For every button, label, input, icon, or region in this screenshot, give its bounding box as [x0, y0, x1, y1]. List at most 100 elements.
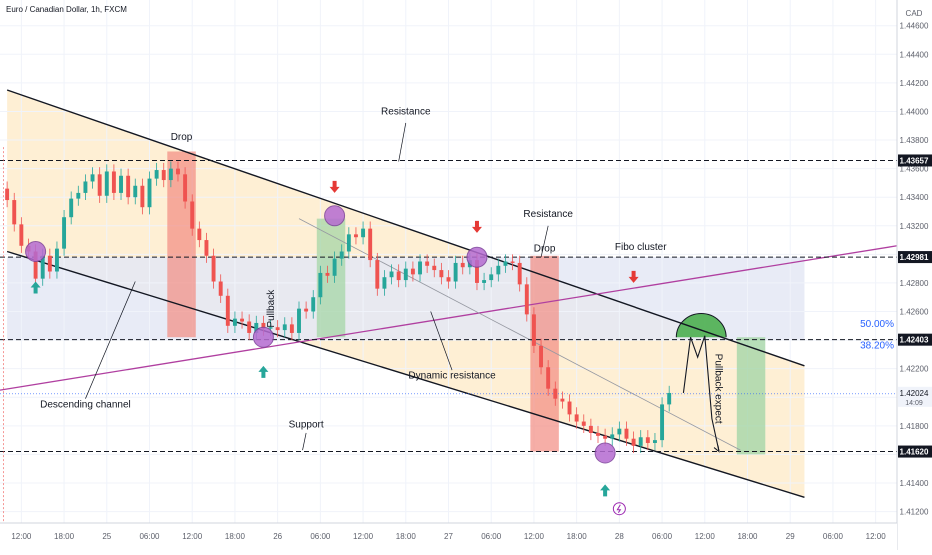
- candle: [581, 421, 586, 426]
- label-leader-line: [540, 225, 549, 258]
- candle: [247, 321, 252, 333]
- currency-label: CAD: [906, 9, 923, 18]
- candle: [304, 308, 309, 312]
- candle: [197, 228, 202, 241]
- time-tick-label: 06:00: [823, 532, 844, 541]
- price-tick-label: 1.44800: [900, 0, 929, 2]
- candle: [140, 185, 145, 208]
- candle: [574, 414, 579, 422]
- level-price-tag: [898, 251, 932, 264]
- candle: [460, 262, 465, 268]
- drop-label-1: Drop: [171, 132, 193, 143]
- candle: [531, 314, 536, 346]
- up-arrow-icon: [600, 484, 611, 497]
- time-tick-label: 06:00: [652, 532, 673, 541]
- up-arrow-icon: [258, 365, 269, 378]
- current-price-label: 1.42024: [900, 389, 929, 398]
- event-bolt-glyph: [616, 504, 622, 513]
- time-tick-label: 27: [444, 532, 453, 541]
- dynamic-resistance-label: Dynamic resistance: [408, 371, 496, 382]
- touch-marker: [324, 205, 346, 227]
- time-tick-label: 18:00: [54, 532, 75, 541]
- candle: [638, 437, 643, 446]
- candle: [62, 217, 67, 249]
- resistance-label-2: Resistance: [523, 209, 573, 220]
- drop-zone-1: [167, 151, 196, 338]
- candle: [83, 181, 88, 193]
- candle: [610, 434, 615, 439]
- candle: [5, 188, 10, 201]
- candle: [617, 428, 622, 435]
- candle: [375, 260, 380, 289]
- pullback-expect-zone: [736, 337, 766, 455]
- level-price-label: 1.43657: [900, 156, 929, 165]
- fibo-cluster-label: Fibo cluster: [615, 242, 667, 253]
- candle: [368, 228, 373, 261]
- pullback-expect-label: Pullback expect: [712, 354, 723, 424]
- price-tick-label: 1.42200: [900, 365, 929, 374]
- candle: [560, 398, 565, 402]
- drop-label-2: Drop: [534, 243, 556, 254]
- candle: [425, 261, 430, 266]
- price-tick-label: 1.42600: [900, 308, 929, 317]
- candle: [489, 274, 494, 281]
- candle: [133, 185, 138, 198]
- down-arrow-icon: [471, 220, 482, 233]
- candle: [339, 251, 344, 259]
- candle: [176, 168, 180, 175]
- candle: [168, 168, 173, 181]
- label-leader-line: [85, 281, 136, 399]
- channel-upper-line: [6, 89, 805, 367]
- drop-zone-2: [530, 255, 559, 452]
- candle: [54, 248, 59, 272]
- price-tick-label: 1.41800: [900, 422, 929, 431]
- candle: [510, 261, 515, 263]
- pullback-label: Pullback: [266, 289, 277, 328]
- fibo-cluster-dome: [676, 313, 727, 338]
- level-price-tag: [898, 154, 932, 167]
- descending-channel-label: Descending channel: [40, 399, 131, 410]
- candle: [667, 392, 672, 405]
- candle: [19, 224, 24, 246]
- candle: [297, 308, 301, 333]
- candle: [90, 174, 95, 182]
- time-tick-label: 12:00: [11, 532, 32, 541]
- touch-marker: [466, 246, 488, 268]
- candle: [524, 284, 529, 315]
- price-tick-label: 1.43400: [900, 193, 929, 202]
- candle: [119, 175, 123, 193]
- time-tick-label: 06:00: [139, 532, 160, 541]
- candle: [546, 367, 551, 389]
- fib-382-label: 38.20%: [860, 341, 894, 352]
- time-tick-label: 28: [615, 532, 624, 541]
- price-tick-label: 1.41400: [900, 479, 929, 488]
- candle: [240, 318, 245, 322]
- candle: [261, 322, 266, 329]
- candle: [482, 280, 487, 283]
- price-tick-label: 1.41200: [900, 508, 929, 517]
- level-price-tag: [898, 333, 932, 346]
- fibo-cluster-outline: [675, 313, 727, 338]
- price-tick-label: 1.43600: [900, 165, 929, 174]
- time-tick-label: 18:00: [396, 532, 417, 541]
- candle: [496, 265, 501, 275]
- candle: [396, 271, 401, 281]
- event-bolt-icon: [612, 502, 626, 516]
- time-tick-label: 18:00: [737, 532, 758, 541]
- up-arrow-icon: [30, 281, 41, 294]
- candle: [147, 178, 152, 208]
- candle: [218, 281, 223, 296]
- candle: [97, 174, 102, 196]
- candle: [624, 428, 629, 439]
- down-arrow-icon: [628, 270, 639, 283]
- time-tick-label: 06:00: [481, 532, 502, 541]
- time-tick-label: 26: [273, 532, 282, 541]
- time-tick-label: 29: [786, 532, 795, 541]
- price-tick-label: 1.44400: [900, 50, 929, 59]
- candle: [603, 435, 608, 439]
- candle: [76, 192, 81, 199]
- price-tick-label: 1.44200: [900, 79, 929, 88]
- label-leader-line: [430, 311, 453, 371]
- candle: [539, 345, 544, 368]
